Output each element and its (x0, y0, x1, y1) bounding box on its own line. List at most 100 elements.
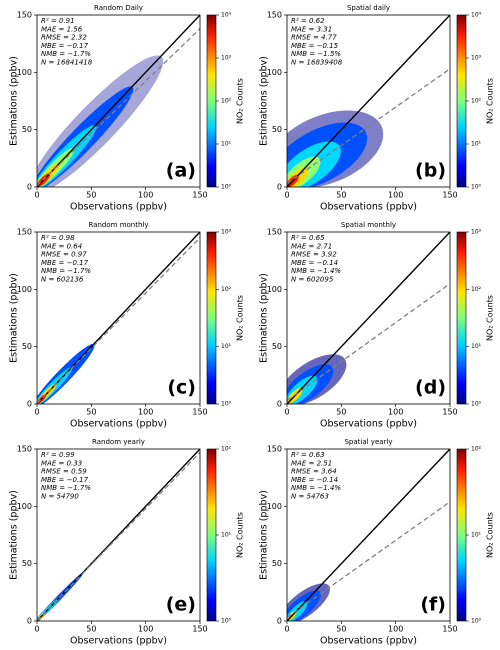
colorbar-tick-label: 10³ (221, 55, 232, 62)
identity-line (287, 15, 450, 187)
stat-line: R² = 0.98 (41, 234, 75, 242)
colorbar-label: NO₂ Counts (236, 78, 245, 124)
y-tick-label: 100 (267, 285, 282, 294)
y-axis-label: Estimations (ppbv) (259, 490, 270, 580)
y-tick-label: 0 (27, 400, 32, 409)
x-tick-label: 0 (284, 191, 289, 200)
colorbar-tick-label: 10⁰ (471, 401, 482, 408)
panel: 0 50 100 150 0 50 100 150 Random monthly Observat… (9, 221, 245, 430)
density-cloud (287, 110, 384, 187)
stat-line: R² = 0.65 (291, 234, 325, 242)
fit-line (37, 28, 200, 187)
colorbar-tick-label: 10² (221, 286, 232, 293)
fit-line (287, 283, 450, 402)
y-tick-label: 0 (27, 183, 32, 192)
panel-label: (f) (420, 594, 446, 616)
x-tick-label: 100 (388, 191, 403, 200)
identity-line (287, 449, 450, 621)
colorbar-tick-label: 10² (471, 446, 482, 453)
y-tick-label: 0 (277, 183, 282, 192)
stat-line: MAE = 0.64 (41, 242, 82, 250)
x-tick-label: 100 (138, 625, 153, 634)
y-tick-label: 150 (17, 445, 32, 454)
x-tick-label: 50 (86, 408, 96, 417)
chart-title: Spatial monthly (341, 221, 396, 229)
colorbar (456, 231, 467, 405)
identity-line (37, 232, 200, 404)
stat-line: MBE = −0.17 (41, 42, 89, 50)
plot-frame (286, 14, 451, 188)
y-tick-label: 50 (22, 125, 32, 134)
y-tick-label: 50 (272, 559, 282, 568)
stat-line: MAE = 3.31 (291, 25, 332, 33)
stat-line: NMB = −1.4% (291, 484, 341, 492)
panel-label: (d) (415, 377, 446, 399)
fit-line (37, 237, 200, 404)
y-tick-label: 100 (267, 502, 282, 511)
y-tick-label: 150 (267, 228, 282, 237)
identity-line (37, 15, 200, 187)
stat-line: RMSE = 0.59 (41, 468, 87, 476)
stat-line: N = 54790 (41, 493, 79, 501)
x-axis-label: Observations (ppbv) (320, 202, 417, 213)
stat-line: N = 602136 (41, 276, 84, 284)
stat-line: NMB = −1.4% (291, 267, 341, 275)
colorbar-tick-label: 10⁴ (221, 12, 232, 19)
stat-line: N = 54763 (291, 493, 329, 501)
colorbar-label: NO₂ Counts (486, 78, 495, 124)
y-tick-label: 50 (22, 342, 32, 351)
stat-line: NMB = −1.7% (41, 484, 91, 492)
fit-line (37, 451, 200, 621)
y-tick-label: 0 (27, 617, 32, 626)
x-tick-label: 50 (336, 191, 346, 200)
stat-line: MBE = −0.15 (291, 42, 339, 50)
panel-label: (e) (166, 594, 196, 616)
x-tick-label: 50 (336, 625, 346, 634)
colorbar-tick-label: 10⁰ (221, 401, 232, 408)
x-tick-label: 150 (442, 408, 457, 417)
identity-line (287, 232, 450, 404)
stat-line: NMB = −1.5% (291, 50, 341, 58)
colorbar-tick-label: 10⁰ (471, 618, 482, 625)
fit-line (287, 68, 450, 185)
stat-line: MAE = 2.51 (291, 459, 332, 467)
colorbar-tick-label: 10³ (471, 55, 482, 62)
colorbar-tick-label: 10³ (471, 229, 482, 236)
colorbar-label: NO₂ Counts (236, 512, 245, 558)
chart-title: Random Daily (94, 4, 143, 12)
colorbar-label: NO₂ Counts (486, 295, 495, 341)
colorbar (456, 448, 467, 622)
fit-line (287, 501, 450, 619)
plot-frame (36, 448, 201, 622)
panel: 0 50 100 150 0 50 100 150 Random yearly Observati… (9, 438, 245, 647)
stat-line: R² = 0.91 (41, 17, 75, 25)
panel: 0 50 100 150 0 50 100 150 Spatial daily Observati… (259, 4, 495, 213)
chart-title: Random yearly (92, 438, 145, 446)
stat-line: MBE = −0.14 (291, 259, 338, 267)
colorbar-tick-label: 10² (221, 98, 232, 105)
y-tick-label: 150 (17, 11, 32, 20)
colorbar-tick-label: 10¹ (221, 141, 232, 148)
y-tick-label: 100 (17, 285, 32, 294)
x-tick-label: 100 (138, 191, 153, 200)
x-tick-label: 150 (192, 625, 207, 634)
colorbar-tick-label: 10¹ (471, 343, 482, 350)
identity-line (37, 449, 200, 621)
stat-line: MAE = 2.71 (291, 242, 332, 250)
stat-line: RMSE = 0.97 (41, 251, 87, 259)
x-axis-label: Observations (ppbv) (70, 419, 167, 430)
x-tick-label: 50 (86, 191, 96, 200)
colorbar-tick-label: 10⁰ (471, 184, 482, 191)
plot-frame (36, 231, 201, 405)
x-axis-label: Observations (ppbv) (70, 636, 167, 647)
y-tick-label: 50 (272, 125, 282, 134)
x-axis-label: Observations (ppbv) (320, 419, 417, 430)
stat-line: R² = 0.99 (41, 451, 75, 459)
stat-line: MAE = 0.33 (41, 459, 82, 467)
colorbar-tick-label: 10³ (221, 229, 232, 236)
x-tick-label: 50 (86, 625, 96, 634)
colorbar-tick-label: 10¹ (221, 343, 232, 350)
stat-line: NMB = −1.7% (41, 50, 91, 58)
x-tick-label: 0 (284, 408, 289, 417)
